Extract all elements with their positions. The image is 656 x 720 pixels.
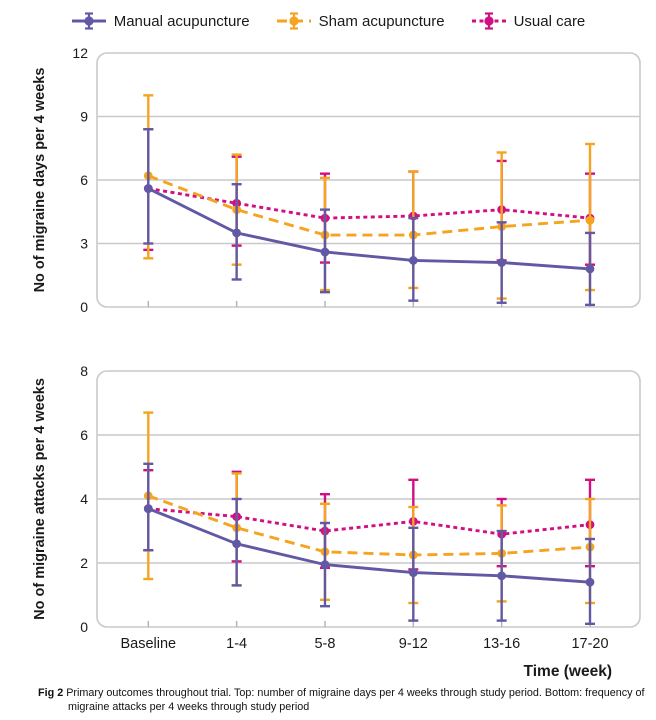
series-line: [148, 507, 591, 536]
x-tick-label: 5-8: [314, 636, 335, 652]
series-line: [147, 174, 591, 237]
x-tick-label: 1-4: [226, 636, 247, 652]
data-point-marker: [232, 228, 242, 238]
y-tick-label: 4: [80, 491, 88, 507]
legend-label: Sham acupuncture: [318, 12, 445, 30]
y-tick-label: 2: [80, 555, 88, 571]
x-tick-label: 17-20: [571, 636, 608, 652]
data-point-marker: [585, 577, 595, 587]
y-axis-title: No of migraine days per 4 weeks: [32, 68, 48, 293]
data-point-marker: [585, 264, 595, 274]
data-point-marker: [143, 504, 153, 513]
x-axis-title: Time (week): [524, 663, 612, 680]
data-point-marker: [320, 560, 330, 569]
figure-caption-tag: Fig 2: [38, 687, 64, 699]
legend-label: Usual care: [513, 12, 586, 30]
y-tick-label: 6: [80, 427, 88, 443]
migraine-attacks-chart: 0 2 4 6 8 No of migraine attacks per 4 weeks B…: [32, 363, 641, 680]
data-point-marker: [320, 247, 330, 257]
legend-marker-icon: [71, 12, 106, 30]
series-line: [147, 187, 591, 271]
data-point-marker: [232, 539, 242, 549]
data-point-marker: [497, 258, 507, 267]
y-tick-label: 6: [80, 172, 88, 188]
legend-marker-icon: [471, 12, 506, 30]
x-tick-label: Baseline: [120, 636, 176, 652]
x-tick-label: 13-16: [483, 636, 520, 652]
data-point-marker: [497, 571, 507, 581]
x-tick-label: 9-12: [399, 636, 428, 652]
legend-item-manual-acupuncture: Manual acupuncture: [71, 10, 250, 32]
legend-marker-icon: [276, 12, 311, 30]
y-axis-title: No of migraine attacks per 4 weeks: [32, 378, 48, 620]
series-line: [147, 494, 591, 557]
figure-caption-text: Primary outcomes throughout trial. Top: …: [63, 687, 645, 713]
legend-item-usual-care: Usual care: [471, 10, 586, 32]
data-point-marker: [143, 184, 153, 193]
y-tick-label: 3: [80, 235, 88, 251]
series-line: [148, 187, 591, 220]
legend-item-sham-acupuncture: Sham acupuncture: [276, 10, 445, 32]
figure-caption: Fig 2 Primary outcomes throughout trial.…: [38, 687, 656, 714]
migraine-days-chart: 0 3 6 9 12 No of migraine days per 4 weeks: [32, 45, 641, 315]
y-tick-label: 12: [72, 45, 88, 61]
legend-label: Manual acupuncture: [113, 12, 250, 30]
y-tick-label: 8: [80, 363, 88, 379]
series-manual-acupuncture: [143, 127, 595, 307]
y-tick-label: 0: [80, 619, 88, 635]
y-tick-label: 0: [80, 299, 88, 315]
data-point-marker: [585, 215, 595, 225]
series-manual-acupuncture: [143, 462, 595, 625]
chart-legend: Manual acupuncture Sham acupuncture Usual …: [0, 10, 656, 32]
series-line: [147, 507, 591, 584]
data-point-marker: [408, 568, 418, 577]
y-tick-label: 9: [80, 108, 88, 124]
data-point-marker: [408, 256, 418, 265]
